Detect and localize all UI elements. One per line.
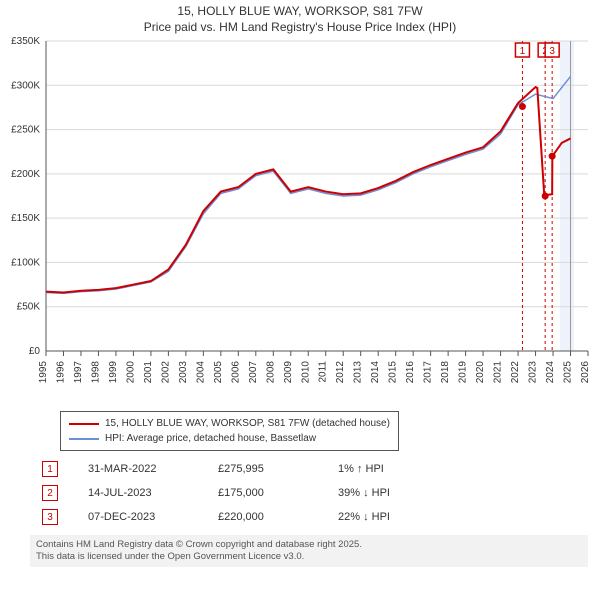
legend-item: HPI: Average price, detached house, Bass… <box>69 431 390 446</box>
sale-number-box: 3 <box>42 509 58 525</box>
legend-swatch <box>69 423 99 425</box>
svg-text:£50K: £50K <box>17 302 41 313</box>
legend: 15, HOLLY BLUE WAY, WORKSOP, S81 7FW (de… <box>60 411 399 451</box>
svg-text:2003: 2003 <box>178 361 189 384</box>
svg-text:£0: £0 <box>29 346 41 357</box>
svg-text:£200K: £200K <box>11 169 40 180</box>
svg-text:2012: 2012 <box>335 361 346 384</box>
svg-text:1998: 1998 <box>90 361 101 384</box>
svg-text:2020: 2020 <box>475 361 486 384</box>
svg-text:2024: 2024 <box>545 361 556 384</box>
svg-text:2013: 2013 <box>353 361 364 384</box>
sale-delta: 1% ↑ HPI <box>338 463 448 475</box>
svg-text:1996: 1996 <box>55 361 66 384</box>
svg-text:2016: 2016 <box>405 361 416 384</box>
svg-text:3: 3 <box>549 46 555 57</box>
svg-text:2007: 2007 <box>248 361 259 384</box>
footnote: Contains HM Land Registry data © Crown c… <box>30 535 588 567</box>
title-line2: Price paid vs. HM Land Registry's House … <box>0 20 600 36</box>
sale-price: £175,000 <box>218 487 308 499</box>
sale-delta: 22% ↓ HPI <box>338 511 448 523</box>
svg-text:£100K: £100K <box>11 258 40 269</box>
sale-price: £220,000 <box>218 511 308 523</box>
sale-date: 14-JUL-2023 <box>88 487 188 499</box>
sale-number-box: 1 <box>42 461 58 477</box>
svg-text:1999: 1999 <box>108 361 119 384</box>
svg-text:1995: 1995 <box>38 361 49 384</box>
svg-text:2021: 2021 <box>493 361 504 384</box>
svg-text:2004: 2004 <box>195 361 206 384</box>
svg-text:2001: 2001 <box>143 361 154 384</box>
svg-text:2005: 2005 <box>213 361 224 384</box>
svg-text:2017: 2017 <box>423 361 434 384</box>
svg-text:£300K: £300K <box>11 80 40 91</box>
svg-text:2025: 2025 <box>563 361 574 384</box>
sale-row: 3 07-DEC-2023 £220,000 22% ↓ HPI <box>30 505 588 529</box>
svg-text:2014: 2014 <box>370 361 381 384</box>
sale-number-box: 2 <box>42 485 58 501</box>
svg-text:1997: 1997 <box>73 361 84 384</box>
svg-text:2022: 2022 <box>510 361 521 384</box>
svg-text:2006: 2006 <box>230 361 241 384</box>
sale-delta: 39% ↓ HPI <box>338 487 448 499</box>
svg-text:£250K: £250K <box>11 125 40 136</box>
chart-area: £0 £50K £100K £150K £200K £250K £300K £350K 1995… <box>0 35 600 405</box>
line-chart: £0 £50K £100K £150K £200K £250K £300K £350K 1995… <box>0 35 600 405</box>
legend-label: HPI: Average price, detached house, Bass… <box>105 431 316 446</box>
svg-text:2008: 2008 <box>265 361 276 384</box>
svg-text:2009: 2009 <box>283 361 294 384</box>
svg-text:2018: 2018 <box>440 361 451 384</box>
sales-table: 1 31-MAR-2022 £275,995 1% ↑ HPI 2 14-JUL-2023… <box>30 457 588 529</box>
svg-text:2015: 2015 <box>388 361 399 384</box>
svg-text:2026: 2026 <box>580 361 591 384</box>
svg-text:£150K: £150K <box>11 213 40 224</box>
svg-text:2011: 2011 <box>318 361 329 383</box>
svg-text:2010: 2010 <box>300 361 311 384</box>
sale-row: 1 31-MAR-2022 £275,995 1% ↑ HPI <box>30 457 588 481</box>
footnote-line1: Contains HM Land Registry data © Crown c… <box>36 539 582 551</box>
svg-text:2002: 2002 <box>160 361 171 384</box>
legend-label: 15, HOLLY BLUE WAY, WORKSOP, S81 7FW (de… <box>105 416 390 431</box>
svg-text:2019: 2019 <box>458 361 469 384</box>
sale-row: 2 14-JUL-2023 £175,000 39% ↓ HPI <box>30 481 588 505</box>
svg-text:£350K: £350K <box>11 36 40 47</box>
legend-item: 15, HOLLY BLUE WAY, WORKSOP, S81 7FW (de… <box>69 416 390 431</box>
sale-price: £275,995 <box>218 463 308 475</box>
footnote-line2: This data is licensed under the Open Gov… <box>36 551 582 563</box>
svg-text:2023: 2023 <box>528 361 539 384</box>
chart-title: 15, HOLLY BLUE WAY, WORKSOP, S81 7FW Pri… <box>0 0 600 35</box>
legend-swatch <box>69 438 99 440</box>
svg-text:2000: 2000 <box>125 361 136 384</box>
sale-date: 07-DEC-2023 <box>88 511 188 523</box>
title-line1: 15, HOLLY BLUE WAY, WORKSOP, S81 7FW <box>0 4 600 20</box>
sale-date: 31-MAR-2022 <box>88 463 188 475</box>
svg-text:1: 1 <box>520 46 526 57</box>
